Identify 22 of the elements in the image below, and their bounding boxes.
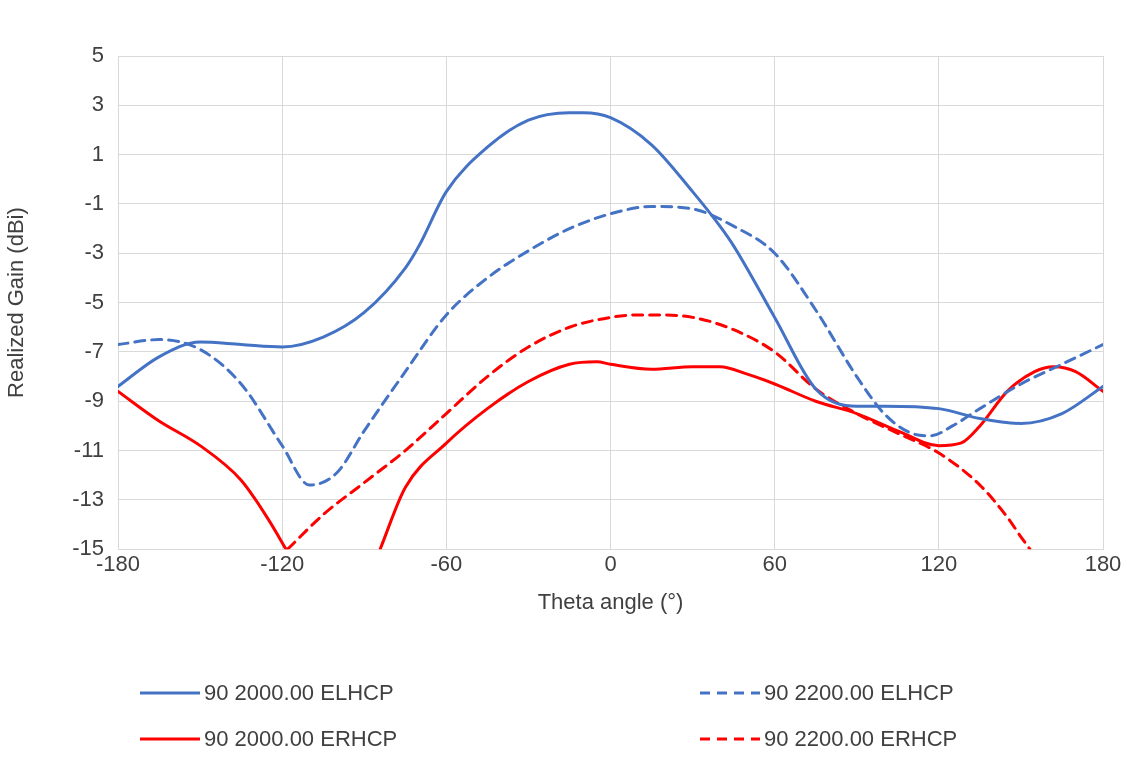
y-tick-label: -9: [84, 387, 104, 413]
legend-label: 90 2000.00 ERHCP: [204, 726, 398, 752]
y-tick-label: 3: [91, 91, 104, 117]
legend-label: 90 2000.00 ELHCP: [204, 680, 394, 706]
y-tick-label: 5: [91, 42, 104, 68]
y-tick-label: -1: [84, 190, 104, 216]
y-tick-label: -5: [84, 288, 104, 314]
legend-label: 90 2200.00 ERHCP: [764, 726, 958, 752]
x-tick-label: 60: [762, 551, 787, 577]
x-tick-label: 120: [920, 551, 958, 577]
legend-label: 90 2200.00 ELHCP: [764, 680, 954, 706]
x-tick-label: -60: [430, 551, 463, 577]
y-tick-label: -3: [84, 239, 104, 265]
y-tick-label: -7: [84, 337, 104, 363]
x-tick-label: 0: [604, 551, 617, 577]
y-tick-label: -11: [73, 436, 104, 462]
x-tick-label: -120: [260, 551, 305, 577]
y-axis-title: Realized Gain (dBi): [3, 207, 29, 398]
x-axis-title: Theta angle (°): [537, 588, 684, 614]
y-tick-label: -13: [72, 485, 104, 511]
y-tick-label: 1: [91, 140, 104, 166]
x-tick-label: 180: [1084, 551, 1122, 577]
